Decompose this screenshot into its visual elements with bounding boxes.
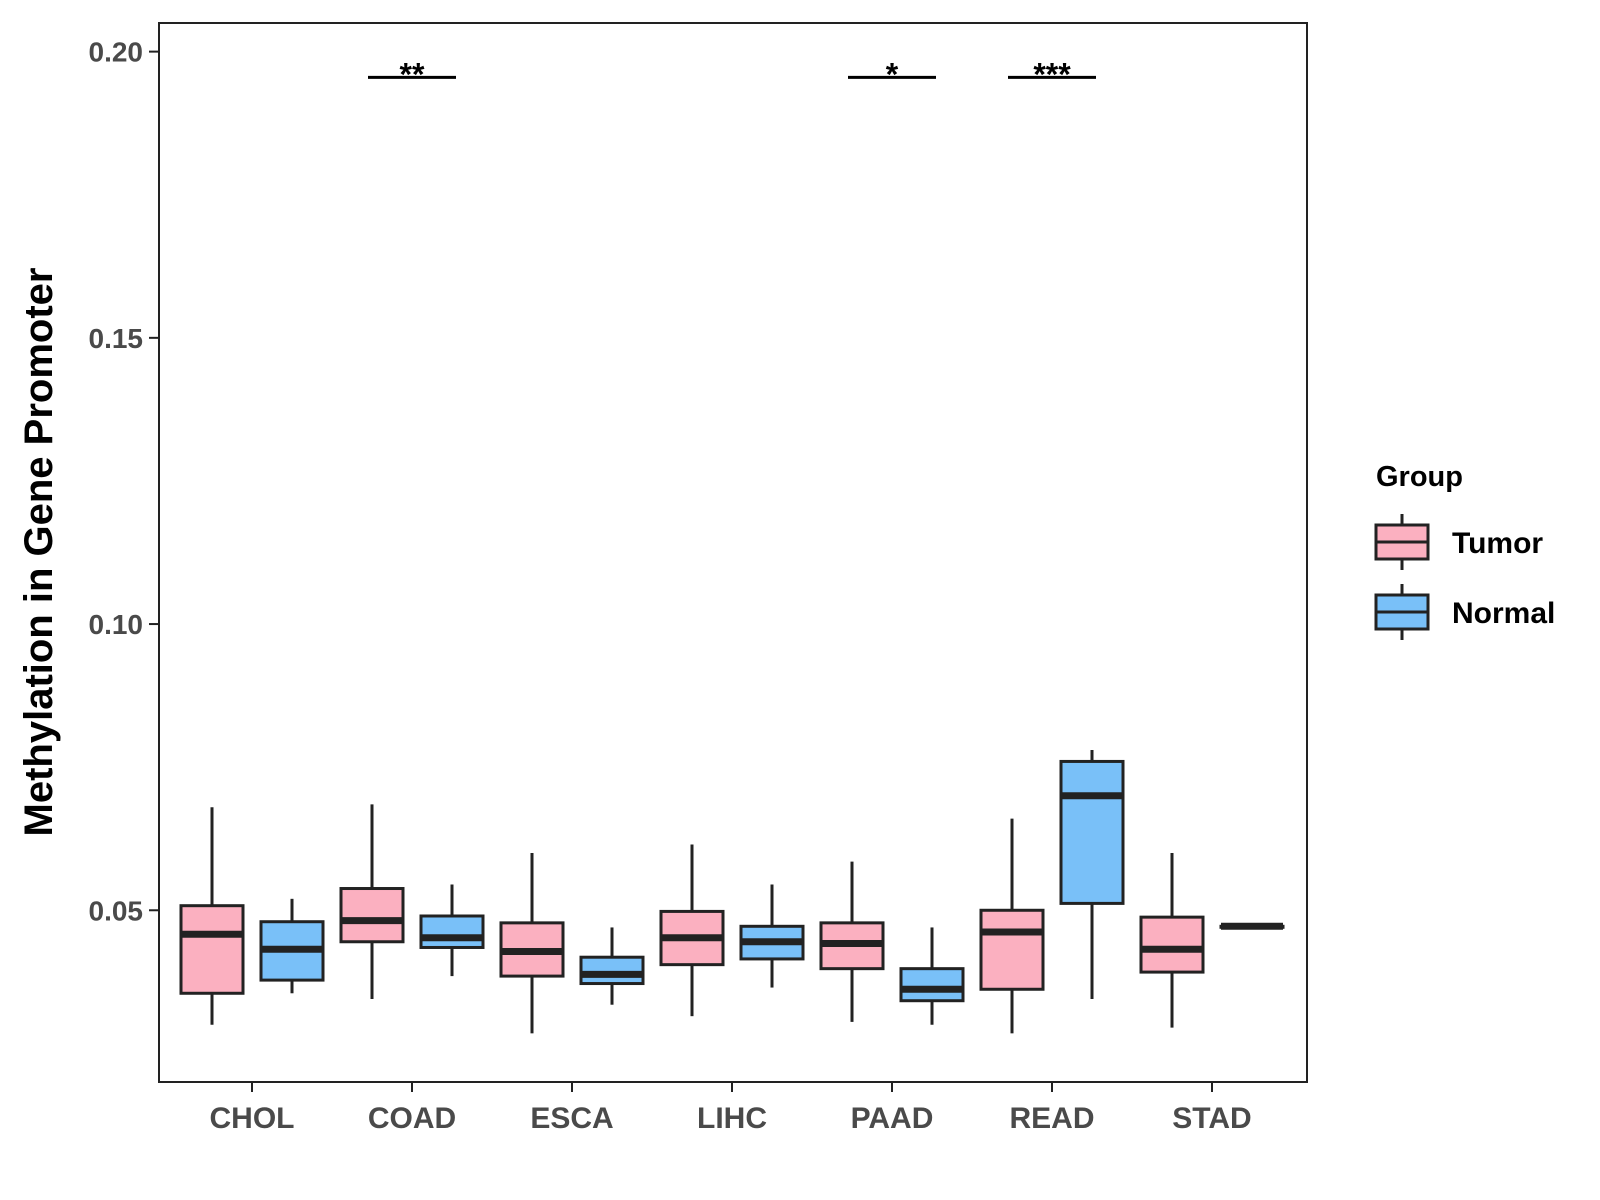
legend-label-normal: Normal — [1452, 597, 1555, 630]
x-tick-label: READ — [1009, 1102, 1094, 1135]
box-tumor-paad — [819, 861, 885, 1022]
box-tumor-coad — [339, 804, 405, 999]
box-normal-read — [1059, 749, 1125, 999]
box-body — [339, 887, 405, 944]
box-body — [419, 914, 485, 949]
box-body — [179, 904, 245, 995]
box-tumor-stad — [1139, 853, 1205, 1028]
legend: Group Tumor Normal — [1374, 461, 1555, 640]
box-body — [579, 955, 645, 986]
box-normal-chol — [259, 898, 325, 994]
x-axis: CHOL COAD ESCA LIHC PAAD READ STAD — [210, 1082, 1252, 1135]
legend-key-normal — [1374, 584, 1430, 640]
box-body — [979, 908, 1045, 991]
significance-label: * — [886, 56, 899, 92]
x-tick-label: COAD — [368, 1102, 456, 1135]
box-tumor-read — [979, 818, 1045, 1034]
significance-annotations: ** * *** — [368, 56, 1096, 92]
y-axis-title: Methylation in Gene Promoter — [17, 268, 61, 837]
series-tumor — [179, 804, 1205, 1034]
box-normal-lihc — [739, 884, 805, 988]
box-body — [1139, 915, 1205, 974]
boxplot-series — [179, 749, 1285, 1034]
significance-label: ** — [400, 56, 425, 92]
x-tick-label: LIHC — [697, 1102, 767, 1135]
legend-label-tumor: Tumor — [1452, 527, 1543, 560]
x-tick-label: STAD — [1172, 1102, 1251, 1135]
box-normal-esca — [579, 927, 645, 1005]
legend-title: Group — [1376, 461, 1463, 493]
x-tick-label: ESCA — [530, 1102, 613, 1135]
significance-label: *** — [1033, 56, 1071, 92]
series-normal — [259, 749, 1285, 1025]
box-body — [1059, 759, 1125, 905]
box-tumor-lihc — [659, 844, 725, 1017]
y-tick-label: 0.15 — [89, 323, 144, 354]
box-normal-coad — [419, 884, 485, 977]
legend-key-tumor — [1374, 514, 1430, 570]
x-tick-label: CHOL — [210, 1102, 295, 1135]
box-tumor-esca — [499, 853, 565, 1034]
x-tick-label: PAAD — [851, 1102, 934, 1135]
y-tick-label: 0.05 — [89, 895, 144, 926]
box-normal-paad — [899, 927, 965, 1025]
y-axis: 0.05 0.10 0.15 0.20 — [89, 37, 159, 926]
y-tick-label: 0.20 — [89, 37, 144, 68]
box-tumor-chol — [179, 807, 245, 1025]
y-tick-label: 0.10 — [89, 609, 144, 640]
box-body — [899, 967, 965, 1003]
box-normal-stad — [1219, 922, 1285, 930]
